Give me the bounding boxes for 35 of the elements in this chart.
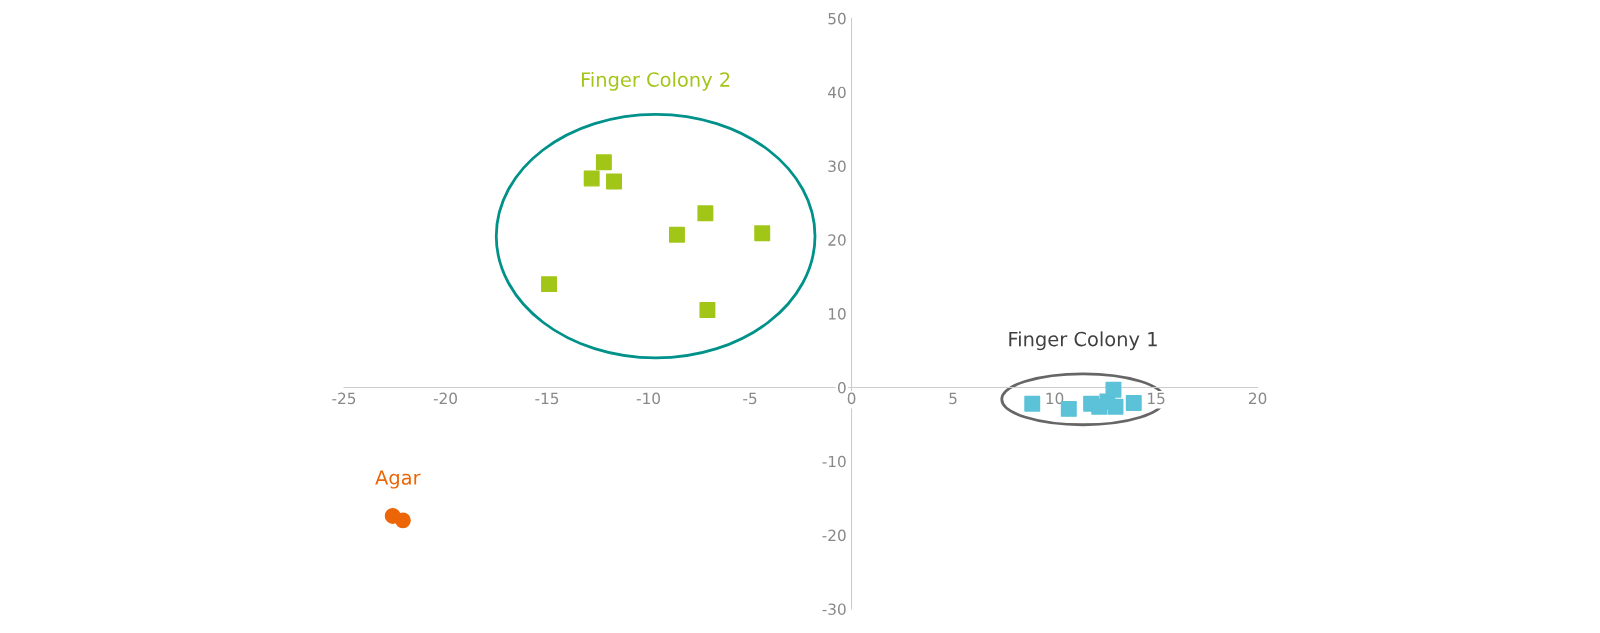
y-tick-label: 10	[828, 308, 846, 320]
x-tick-label: 20	[1249, 392, 1267, 405]
point	[697, 205, 714, 222]
y-tick-label: 30	[828, 160, 846, 173]
point	[1107, 398, 1124, 415]
series-label: Agar	[375, 470, 421, 489]
point	[583, 170, 600, 187]
point	[1125, 394, 1142, 411]
point	[754, 225, 771, 242]
y-tick-label: 50	[828, 12, 846, 25]
x-tick-label: -10	[636, 392, 660, 405]
x-tick-label: -20	[433, 392, 457, 405]
point	[606, 173, 622, 190]
y-tick-label: 20	[828, 234, 846, 246]
x-tick-label: 10	[1046, 392, 1064, 405]
x-tick-label: 15	[1148, 392, 1165, 405]
x-tick-label: 0	[847, 392, 856, 405]
text: Finger Colony 1	[1009, 331, 1157, 351]
point	[541, 276, 558, 293]
point	[668, 226, 685, 243]
point	[699, 301, 716, 318]
text: Finger Colony 2	[581, 71, 730, 91]
y-tick-label: -30	[822, 603, 846, 615]
point	[1105, 381, 1122, 398]
point	[595, 154, 612, 171]
y-tick-label: 40	[828, 86, 846, 99]
y-tick-label: -20	[822, 529, 846, 542]
x-tick-label: 5	[949, 392, 957, 405]
x-tick-label: -15	[535, 392, 559, 405]
x-tick-label: -25	[332, 392, 356, 405]
point	[394, 512, 411, 529]
point	[1024, 395, 1041, 412]
y-tick-label: 0	[837, 381, 846, 394]
x-tick-label: -5	[743, 392, 757, 405]
y-tick-label: -10	[822, 455, 846, 468]
